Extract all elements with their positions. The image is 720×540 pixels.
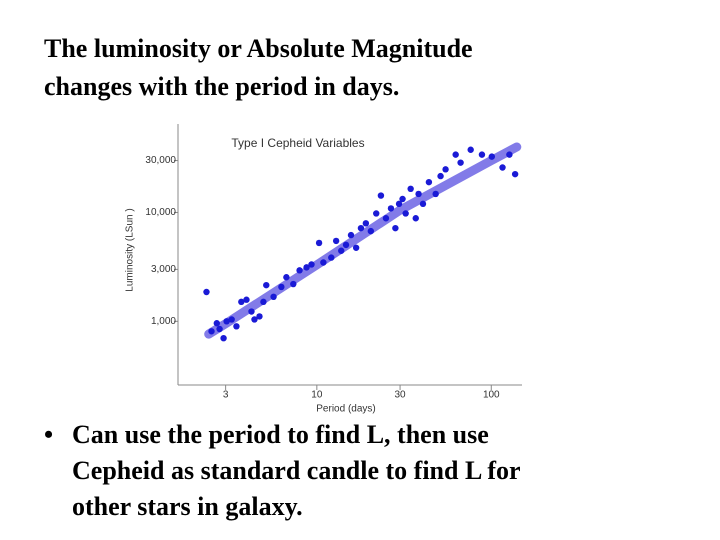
y-tick-label: 3,000 [151,264,176,275]
data-point [228,316,235,323]
data-point [270,293,277,301]
data-point [407,185,414,193]
data-point [320,259,327,266]
data-point [220,334,227,342]
data-point [342,241,350,249]
data-point [352,244,360,251]
data-point [238,298,245,306]
data-point [278,283,285,291]
data-point [437,172,444,180]
data-point [478,151,486,158]
data-point [377,192,385,199]
data-point [452,151,459,158]
data-point [362,220,370,227]
bullet-text: Cepheid as standard candle to find L for [72,456,521,485]
data-point [233,323,240,330]
data-point [303,264,310,271]
trend-line [204,142,522,339]
x-tick-label: 100 [483,390,500,401]
data-point [347,231,355,239]
data-point [243,296,250,303]
data-point [488,153,496,160]
data-point [263,281,270,289]
y-axis-label: Luminosity (LSun ) [125,208,136,291]
data-point [208,328,215,335]
chart-title: Type I Cepheid Variables [231,136,364,150]
data-point [338,247,345,254]
data-point [412,215,419,222]
data-point [387,205,395,212]
data-point [402,210,409,217]
data-point [260,298,267,306]
data-point [213,320,220,327]
data-point [357,224,365,232]
bullet-icon: • [44,420,54,449]
data-point [506,151,513,158]
data-point [415,190,422,198]
data-point [382,215,390,222]
x-tick-label: 30 [395,390,407,401]
data-point [373,210,380,217]
slide-title: The luminosity or Absolute Magnitude [44,34,473,63]
data-point [457,159,464,166]
data-point [367,227,375,235]
x-tick-label: 10 [311,390,323,401]
data-point [399,195,406,203]
data-point [256,313,263,320]
data-point [248,308,255,315]
data-point [251,316,258,323]
y-tick-label: 1,000 [151,316,176,327]
data-point [419,200,427,208]
data-point [392,224,399,232]
y-tick-label: 30,000 [145,155,176,166]
bullet-text: other stars in galaxy. [72,492,303,521]
slide-title: changes with the period in days. [44,72,400,101]
data-point [203,288,210,296]
data-point [499,164,506,171]
x-tick-label: 3 [223,390,229,401]
data-point [216,325,223,333]
data-point [467,146,474,153]
data-point [511,170,519,178]
x-axis-label: Period (days) [316,404,375,415]
data-point [296,267,303,274]
data-point [315,239,323,247]
data-point [442,166,449,173]
data-point [332,237,340,245]
bullet-text: Can use the period to find L, then use [72,420,489,449]
y-tick-label: 10,000 [145,207,176,218]
data-point [395,200,403,208]
data-point [328,254,335,261]
data-point [432,190,439,198]
data-point [223,318,230,325]
data-point [290,280,297,288]
data-point [308,261,315,268]
data-point [283,274,290,281]
data-point [425,178,433,186]
